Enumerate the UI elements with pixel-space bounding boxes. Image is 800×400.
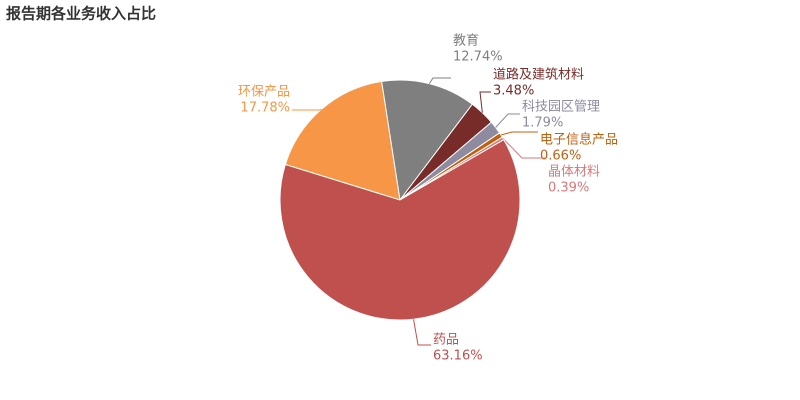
slice-label: 教育 — [453, 33, 479, 49]
pie-slice — [381, 79, 474, 202]
slice-label: 科技园区管理 — [522, 100, 600, 115]
slice-value-label: 0.39% — [548, 181, 589, 196]
leader-line — [292, 108, 322, 111]
slice-label: 道路及建筑材料 — [493, 67, 584, 83]
leader-line — [428, 77, 451, 84]
leader-line — [500, 131, 538, 136]
slice-value-label: 17.78% — [240, 101, 290, 116]
slice-label: 晶体材料 — [548, 165, 600, 180]
slice-label: 电子信息产品 — [540, 132, 618, 148]
pie-slice — [284, 80, 401, 201]
slice-value-label: 63.16% — [433, 349, 483, 364]
slice-value-label: 12.74% — [453, 50, 503, 65]
chart-title: 报告期各业务收入占比 — [6, 5, 156, 23]
leader-line — [502, 138, 546, 159]
leader-line — [479, 91, 491, 113]
slice-value-label: 1.79% — [522, 116, 563, 131]
leader-line — [413, 319, 431, 346]
slice-label: 药品 — [433, 333, 459, 348]
slice-value-label: 0.66% — [540, 149, 581, 164]
slice-label: 环保产品 — [238, 85, 290, 100]
slice-value-label: 3.48% — [493, 84, 534, 99]
leader-line — [495, 113, 520, 128]
pie-slice — [279, 138, 521, 321]
